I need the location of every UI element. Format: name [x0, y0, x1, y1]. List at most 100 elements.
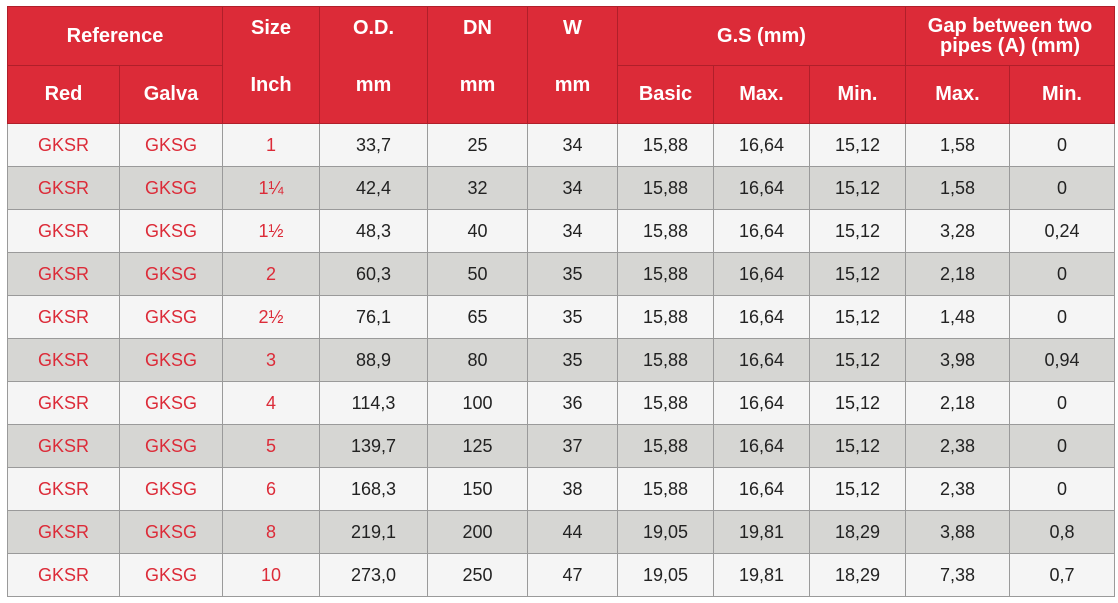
- cell-dn-mm: 125: [427, 424, 528, 468]
- header-row-sub: Red Galva Basic Max. Min. Max. Min.: [7, 65, 1115, 124]
- cell-ref-galva: GKSG: [119, 510, 223, 554]
- cell-ref-galva: GKSG: [119, 252, 223, 296]
- cell-w-mm: 35: [527, 252, 618, 296]
- cell-ref-galva: GKSG: [119, 166, 223, 210]
- cell-gap-max: 1,58: [905, 123, 1010, 167]
- cell-gap-max: 1,48: [905, 295, 1010, 339]
- cell-gs-basic: 15,88: [617, 467, 714, 511]
- cell-od-mm: 48,3: [319, 209, 428, 253]
- cell-gs-max: 16,64: [713, 424, 810, 468]
- cell-gs-min: 15,12: [809, 252, 906, 296]
- cell-gap-min: 0: [1009, 123, 1115, 167]
- cell-gs-max: 16,64: [713, 381, 810, 425]
- cell-ref-galva: GKSG: [119, 123, 223, 167]
- cell-w-mm: 37: [527, 424, 618, 468]
- cell-gs-max: 16,64: [713, 252, 810, 296]
- cell-gs-min: 15,12: [809, 424, 906, 468]
- cell-ref-red: GKSR: [7, 553, 120, 597]
- cell-gs-min: 15,12: [809, 209, 906, 253]
- cell-size-inch: 2½: [222, 295, 320, 339]
- cell-gs-basic: 15,88: [617, 252, 714, 296]
- cell-w-mm: 35: [527, 338, 618, 382]
- specification-table: Reference Size Inch O.D. mm DN mm W mm G…: [7, 6, 1115, 597]
- cell-size-inch: 2: [222, 252, 320, 296]
- table-body: GKSR GKSG 1 33,7 25 34 15,88 16,64 15,12 1,58 0 GKS…: [7, 123, 1115, 597]
- header-size-label: Size: [250, 17, 292, 39]
- cell-gap-min: 0,7: [1009, 553, 1115, 597]
- cell-dn-mm: 150: [427, 467, 528, 511]
- cell-w-mm: 44: [527, 510, 618, 554]
- cell-size-inch: 10: [222, 553, 320, 597]
- cell-dn-mm: 200: [427, 510, 528, 554]
- header-gs-min: Min.: [809, 65, 906, 124]
- cell-size-inch: 4: [222, 381, 320, 425]
- cell-size-inch: 1¼: [222, 166, 320, 210]
- table-row: GKSR GKSG 4 114,3 100 36 15,88 16,64 15,12 2,18 0: [7, 381, 1115, 425]
- table-row: GKSR GKSG 8 219,1 200 44 19,05 19,81 18,29 3,88 0,…: [7, 510, 1115, 554]
- cell-ref-red: GKSR: [7, 467, 120, 511]
- cell-ref-galva: GKSG: [119, 338, 223, 382]
- header-od: O.D. mm: [319, 6, 428, 124]
- cell-ref-galva: GKSG: [119, 467, 223, 511]
- cell-gap-min: 0: [1009, 166, 1115, 210]
- cell-gs-max: 16,64: [713, 209, 810, 253]
- header-gs-basic: Basic: [617, 65, 714, 124]
- cell-ref-red: GKSR: [7, 209, 120, 253]
- header-dn: DN mm: [427, 6, 528, 124]
- header-w: W mm: [527, 6, 618, 124]
- header-dn-unit: mm: [459, 74, 496, 96]
- cell-ref-galva: GKSG: [119, 424, 223, 468]
- cell-gap-min: 0,8: [1009, 510, 1115, 554]
- cell-gs-basic: 15,88: [617, 424, 714, 468]
- cell-size-inch: 1½: [222, 209, 320, 253]
- cell-ref-galva: GKSG: [119, 209, 223, 253]
- table-row: GKSR GKSG 2½ 76,1 65 35 15,88 16,64 15,12 1,48 0: [7, 295, 1115, 339]
- cell-gap-max: 2,18: [905, 252, 1010, 296]
- cell-dn-mm: 32: [427, 166, 528, 210]
- cell-od-mm: 60,3: [319, 252, 428, 296]
- header-gap-max: Max.: [905, 65, 1010, 124]
- cell-gs-max: 16,64: [713, 467, 810, 511]
- cell-gs-max: 16,64: [713, 295, 810, 339]
- cell-od-mm: 219,1: [319, 510, 428, 554]
- cell-od-mm: 114,3: [319, 381, 428, 425]
- table-row: GKSR GKSG 5 139,7 125 37 15,88 16,64 15,12 2,38 0: [7, 424, 1115, 468]
- cell-w-mm: 35: [527, 295, 618, 339]
- cell-size-inch: 6: [222, 467, 320, 511]
- cell-w-mm: 38: [527, 467, 618, 511]
- header-w-label: W: [563, 17, 582, 39]
- cell-gap-min: 0,24: [1009, 209, 1115, 253]
- table-row: GKSR GKSG 10 273,0 250 47 19,05 19,81 18,29 7,38 0…: [7, 553, 1115, 597]
- header-w-unit: mm: [554, 74, 591, 96]
- cell-gs-basic: 15,88: [617, 295, 714, 339]
- cell-gap-max: 3,28: [905, 209, 1010, 253]
- cell-dn-mm: 50: [427, 252, 528, 296]
- cell-gap-max: 3,88: [905, 510, 1010, 554]
- table-row: GKSR GKSG 6 168,3 150 38 15,88 16,64 15,12 2,38 0: [7, 467, 1115, 511]
- table-row: GKSR GKSG 1 33,7 25 34 15,88 16,64 15,12 1,58 0: [7, 123, 1115, 167]
- cell-size-inch: 5: [222, 424, 320, 468]
- cell-dn-mm: 250: [427, 553, 528, 597]
- cell-gs-min: 15,12: [809, 166, 906, 210]
- cell-gs-min: 15,12: [809, 295, 906, 339]
- table-row: GKSR GKSG 1½ 48,3 40 34 15,88 16,64 15,12 3,28 0,2…: [7, 209, 1115, 253]
- cell-gs-basic: 15,88: [617, 381, 714, 425]
- cell-size-inch: 1: [222, 123, 320, 167]
- cell-gs-max: 16,64: [713, 338, 810, 382]
- cell-gs-min: 15,12: [809, 467, 906, 511]
- table-row: GKSR GKSG 2 60,3 50 35 15,88 16,64 15,12 2,18 0: [7, 252, 1115, 296]
- cell-od-mm: 33,7: [319, 123, 428, 167]
- cell-od-mm: 139,7: [319, 424, 428, 468]
- header-od-unit: mm: [355, 74, 392, 96]
- cell-gap-min: 0,94: [1009, 338, 1115, 382]
- header-gap-min: Min.: [1009, 65, 1115, 124]
- cell-od-mm: 88,9: [319, 338, 428, 382]
- cell-gap-min: 0: [1009, 381, 1115, 425]
- header-red: Red: [7, 65, 120, 124]
- cell-ref-red: GKSR: [7, 295, 120, 339]
- table-header: Reference Size Inch O.D. mm DN mm W mm G…: [7, 6, 1115, 124]
- cell-gs-basic: 15,88: [617, 166, 714, 210]
- cell-ref-red: GKSR: [7, 381, 120, 425]
- cell-w-mm: 36: [527, 381, 618, 425]
- cell-ref-red: GKSR: [7, 123, 120, 167]
